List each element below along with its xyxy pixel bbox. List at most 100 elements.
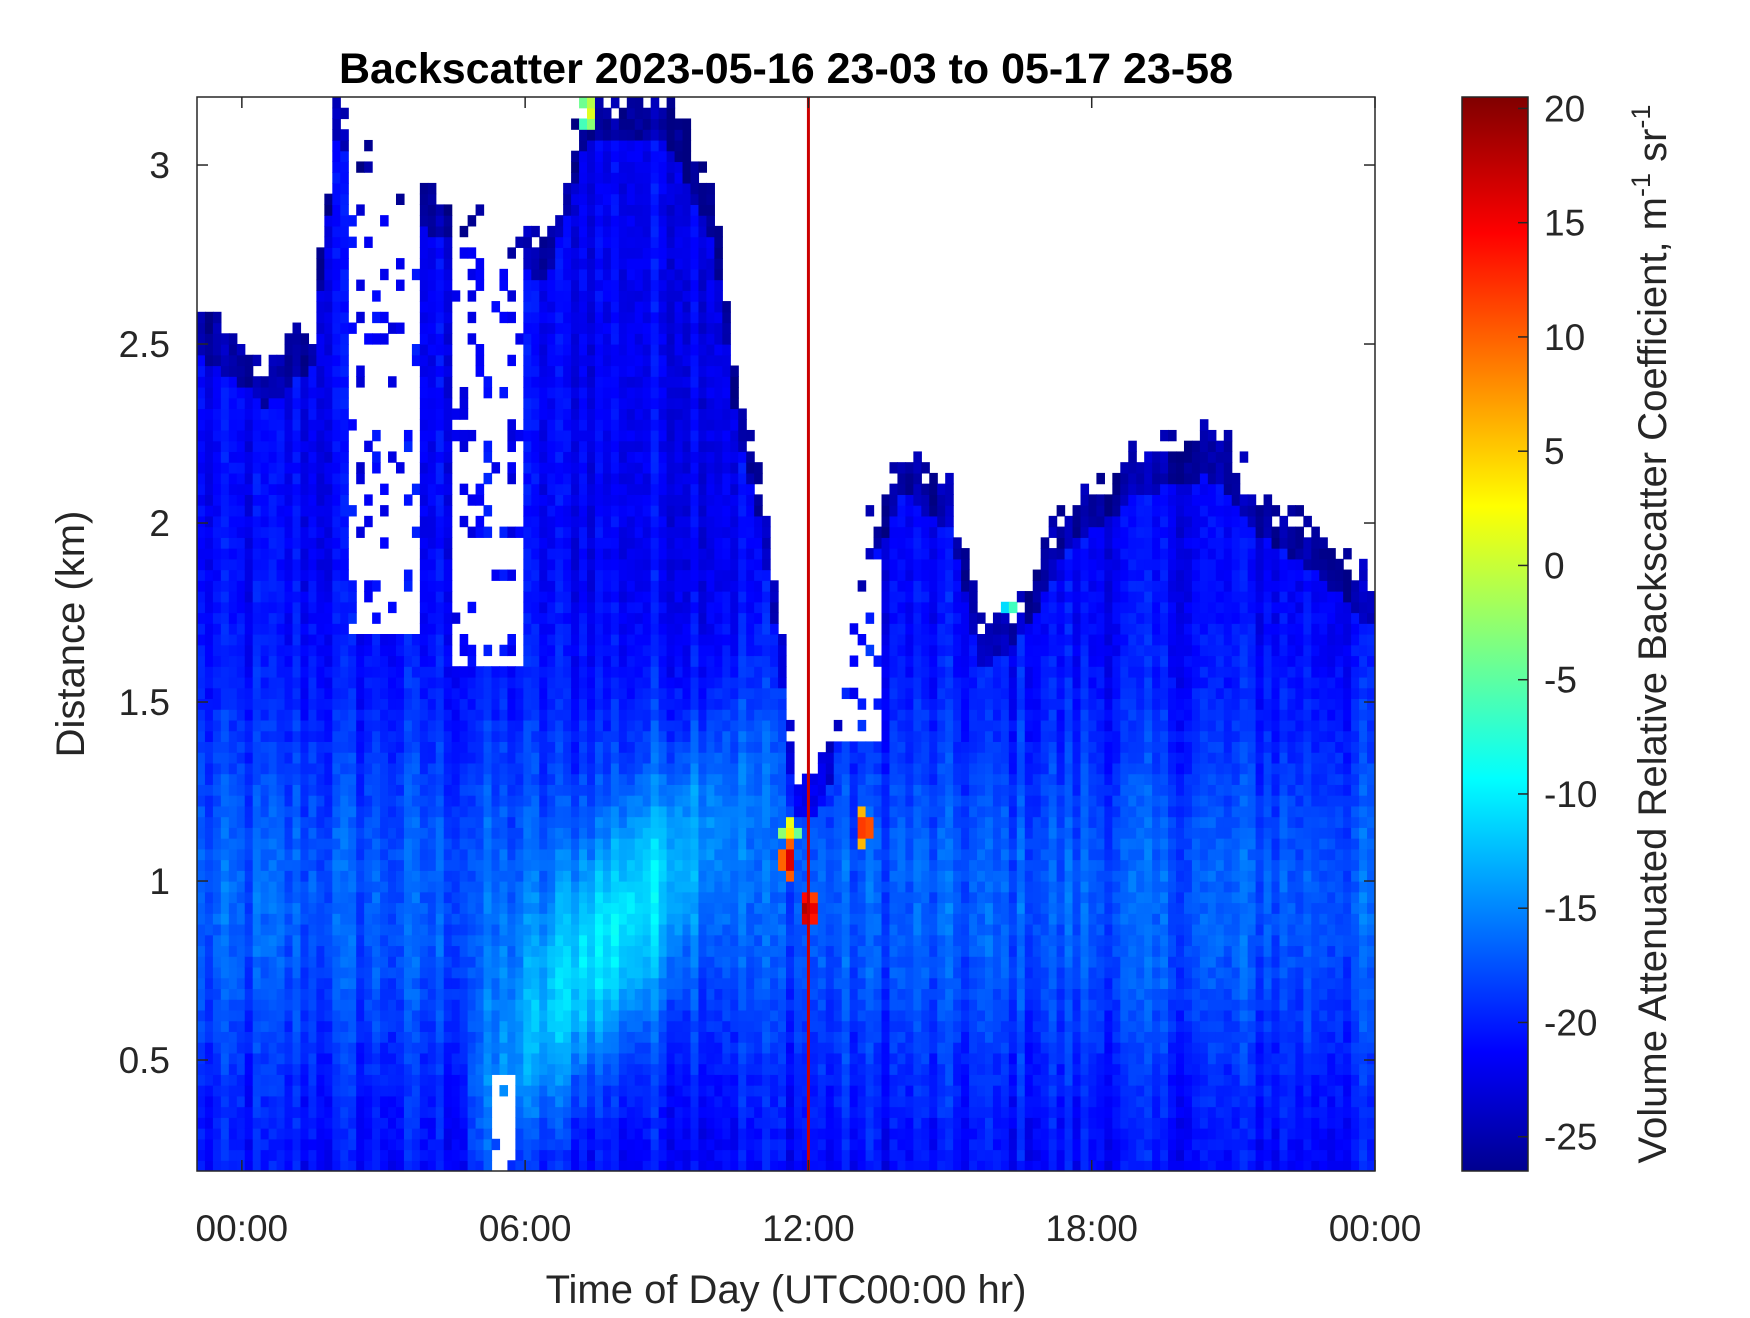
heatmap-cell: [332, 827, 341, 839]
heatmap-cell: [419, 451, 429, 463]
heatmap-cell: [539, 472, 548, 485]
heatmap-cell: [451, 1052, 461, 1065]
heatmap-cell: [523, 354, 532, 367]
heatmap-cell: [666, 322, 676, 334]
heatmap-cell: [650, 440, 660, 453]
heatmap-cell: [658, 537, 668, 549]
heatmap-cell: [419, 462, 429, 474]
heatmap-cell: [260, 741, 270, 753]
heatmap-cell: [419, 644, 429, 657]
heatmap-cell: [308, 870, 317, 882]
heatmap-cell: [650, 397, 660, 410]
heatmap-cell: [419, 290, 429, 302]
heatmap-cell: [340, 515, 349, 528]
heatmap-cell: [555, 848, 564, 861]
heatmap-cell: [555, 601, 564, 614]
heatmap-cell: [634, 204, 644, 216]
heatmap-cell: [531, 247, 540, 259]
heatmap-cell: [571, 172, 580, 184]
heatmap-cell: [594, 881, 604, 893]
heatmap-cell: [579, 365, 588, 377]
heatmap-cell: [276, 386, 286, 399]
heatmap-cell: [666, 623, 676, 635]
heatmap-cell: [674, 462, 684, 474]
heatmap-cell: [268, 386, 278, 399]
heatmap-cell: [204, 419, 214, 431]
heatmap-cell: [602, 537, 612, 549]
heatmap-cell: [197, 827, 206, 839]
heatmap-cell: [364, 1074, 373, 1086]
heatmap-cell: [579, 247, 588, 259]
heatmap-cell: [618, 859, 628, 871]
heatmap-cell: [682, 1149, 692, 1161]
heatmap-cell: [252, 397, 262, 410]
heatmap-cell: [212, 569, 222, 581]
heatmap-cell: [268, 902, 278, 914]
heatmap-cell: [435, 376, 445, 388]
heatmap-cell: [220, 1009, 230, 1022]
heatmap-cell: [571, 1074, 580, 1086]
heatmap-cell: [602, 752, 612, 764]
heatmap-cell: [324, 719, 333, 732]
heatmap-cell: [507, 988, 516, 1000]
heatmap-cell: [220, 945, 230, 957]
heatmap-cell: [571, 408, 580, 420]
heatmap-cell: [594, 386, 604, 399]
heatmap-cell: [571, 1042, 580, 1054]
heatmap-cell: [634, 623, 644, 635]
heatmap-cell: [587, 838, 596, 850]
heatmap-cell: [499, 741, 509, 753]
heatmap-cell: [602, 848, 612, 861]
heatmap-cell: [571, 150, 580, 163]
heatmap-cell: [539, 644, 548, 657]
heatmap-cell: [340, 386, 349, 399]
heatmap-cell: [682, 838, 692, 850]
heatmap-cell: [579, 838, 588, 850]
heatmap-cell: [300, 709, 310, 721]
heatmap-cell: [316, 902, 325, 914]
heatmap-cell: [682, 365, 692, 377]
heatmap-cell: [610, 215, 620, 227]
heatmap-cell: [642, 365, 652, 377]
heatmap-cell: [332, 494, 341, 506]
heatmap-cell: [666, 462, 676, 474]
heatmap-cell: [690, 505, 700, 517]
heatmap-cell: [587, 569, 596, 581]
heatmap-cell: [308, 408, 317, 420]
heatmap-cell: [467, 891, 477, 904]
heatmap-cell: [252, 698, 262, 710]
heatmap-cell: [618, 333, 628, 345]
heatmap-cell: [642, 279, 652, 291]
heatmap-cell: [316, 1074, 325, 1086]
heatmap-cell: [650, 1095, 660, 1108]
heatmap-cell: [531, 988, 540, 1000]
heatmap-cell: [602, 1052, 612, 1065]
heatmap-cell: [316, 859, 325, 871]
heatmap-cell: [332, 934, 341, 947]
heatmap-cell: [364, 676, 373, 689]
heatmap-cell: [618, 709, 628, 721]
heatmap-cell: [602, 913, 612, 925]
heatmap-cell: [610, 558, 620, 571]
heatmap-cell: [650, 515, 660, 528]
heatmap-cell: [380, 1138, 389, 1151]
heatmap-cell: [419, 773, 429, 785]
heatmap-cell: [443, 762, 453, 775]
heatmap-cell: [356, 999, 365, 1011]
heatmap-cell: [236, 945, 246, 957]
heatmap-cell: [260, 1031, 270, 1043]
heatmap-cell: [634, 698, 644, 710]
heatmap-cell: [674, 193, 684, 205]
heatmap-cell: [507, 429, 516, 442]
heatmap-cell: [571, 290, 580, 302]
heatmap-cell: [610, 118, 620, 130]
heatmap-cell: [610, 644, 620, 657]
heatmap-cell: [579, 526, 588, 538]
heatmap-cell: [204, 730, 214, 742]
heatmap-cell: [610, 462, 620, 474]
heatmap-cell: [666, 279, 676, 291]
heatmap-cell: [555, 977, 564, 990]
heatmap-cell: [618, 827, 628, 839]
heatmap-cell: [475, 762, 485, 775]
heatmap-cell: [547, 1042, 556, 1054]
